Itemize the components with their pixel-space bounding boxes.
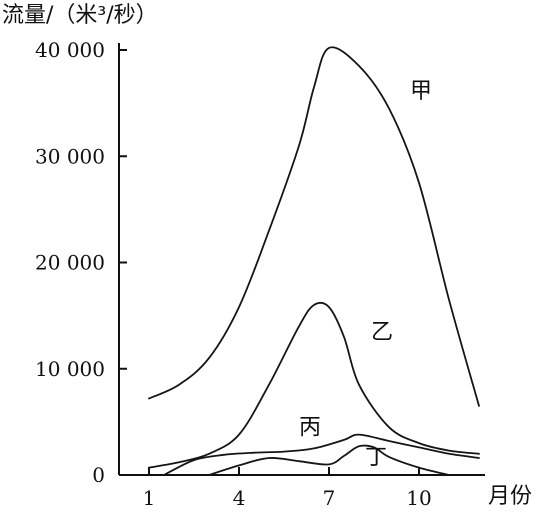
series-label-2: 乙: [371, 320, 393, 345]
series-line-3: [163, 433, 480, 476]
y-tick-label: 10 000: [35, 357, 105, 381]
series-line-4: [208, 444, 450, 476]
x-tick-label: 1: [143, 486, 156, 510]
series-line-1: [148, 46, 480, 407]
axes: [118, 43, 485, 476]
x-tick-label: 10: [406, 486, 431, 510]
series-line-2: [148, 301, 480, 469]
y-tick-label: 40 000: [35, 38, 105, 62]
y-axis-title: 流量/（米³/秒）: [2, 3, 158, 28]
y-tick-label: 20 000: [35, 251, 105, 275]
x-tick-label: 7: [323, 486, 336, 510]
y-tick-label: 30 000: [35, 144, 105, 168]
series-label-4: 丁: [365, 445, 387, 470]
ticks: 0 10 000 20 000 30 000 40 000 1 4 7 10: [35, 38, 432, 510]
series-curves: [148, 46, 480, 476]
x-tick-label: 4: [233, 486, 246, 510]
y-tick-label: 0: [92, 463, 105, 487]
x-axis-title: 月份: [488, 484, 532, 509]
series-label-3: 丙: [299, 416, 321, 441]
series-label-1: 甲: [410, 79, 432, 104]
